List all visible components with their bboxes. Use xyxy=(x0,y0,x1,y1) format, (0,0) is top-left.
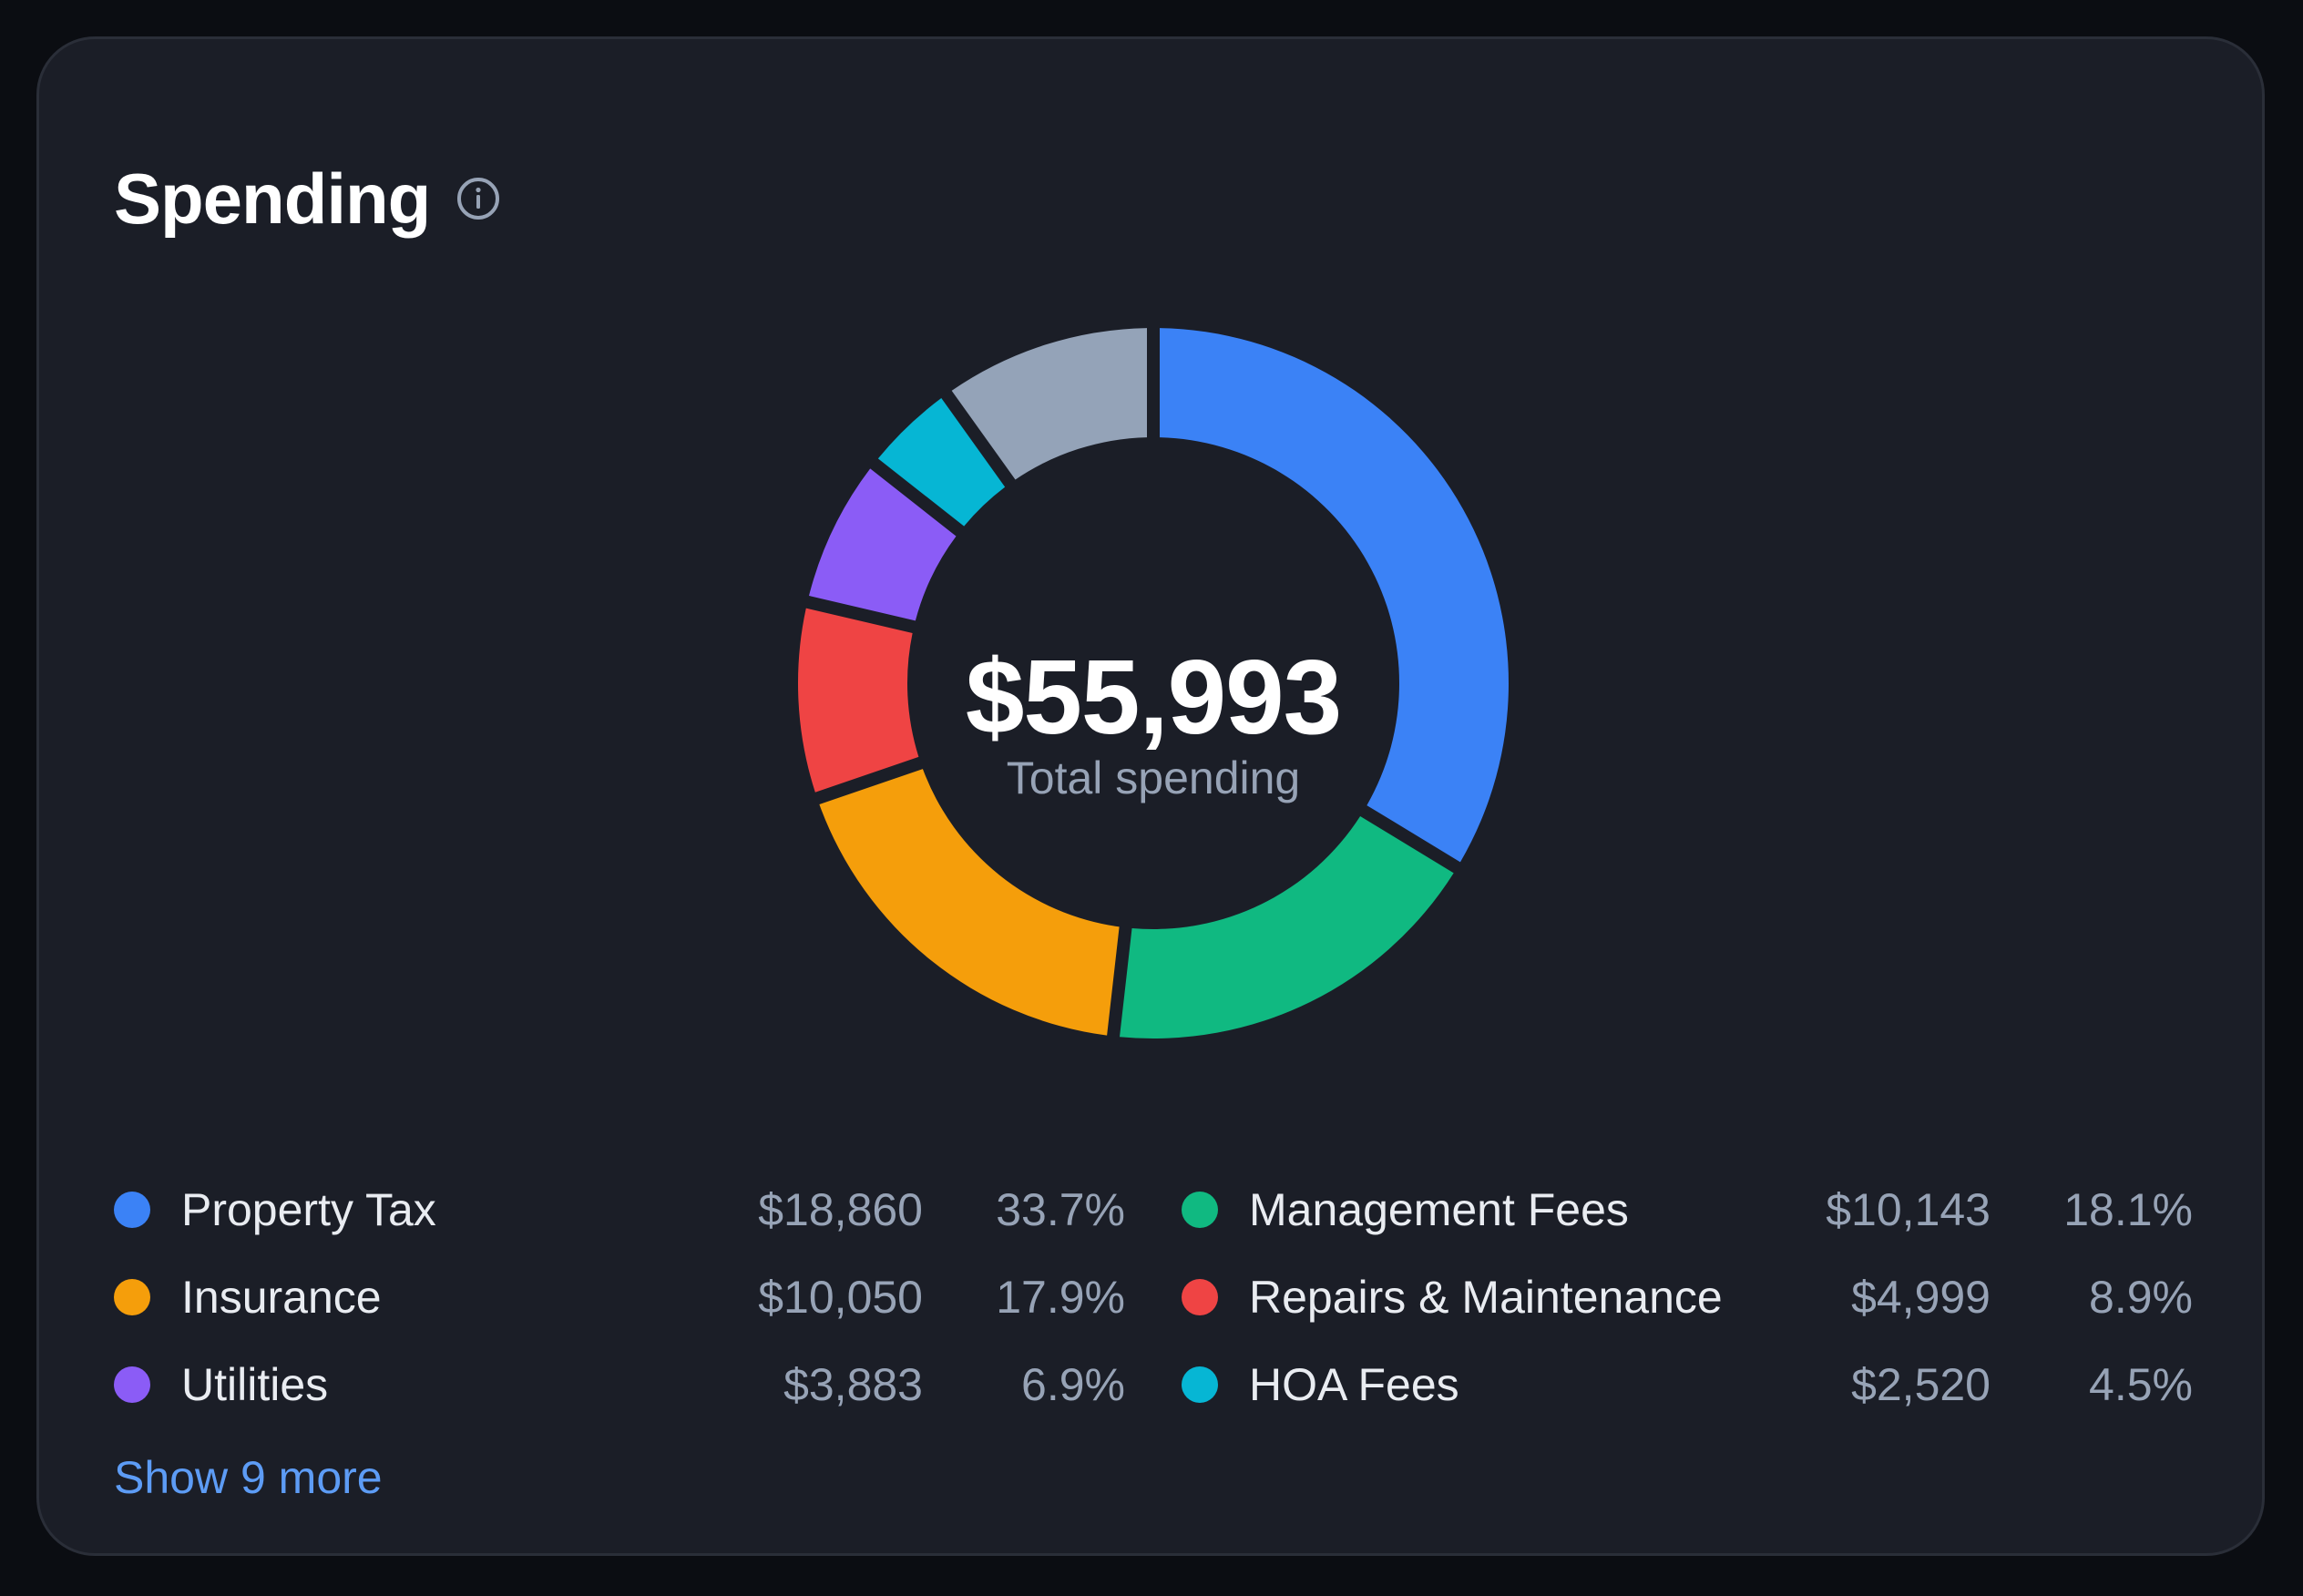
donut-chart: $55,993 Total spending xyxy=(39,39,2267,1559)
legend-percent: 17.9% xyxy=(996,1272,1125,1323)
legend-percent: 4.5% xyxy=(2089,1359,2193,1410)
legend-item-hoa-fees[interactable]: HOA Fees $2,520 4.5% xyxy=(1182,1341,2193,1428)
legend-row: Property Tax $18,860 33.7% Management Fe… xyxy=(114,1166,2193,1253)
legend-dot xyxy=(1182,1366,1218,1403)
legend-amount: $3,883 xyxy=(783,1359,923,1410)
donut-slice-hoa-fees[interactable] xyxy=(877,398,1006,527)
show-more-link[interactable]: Show 9 more xyxy=(114,1452,383,1503)
legend-percent: 18.1% xyxy=(2063,1184,2193,1235)
legend-item-utilities[interactable]: Utilities $3,883 6.9% xyxy=(114,1341,1125,1428)
legend-name: Property Tax xyxy=(181,1184,436,1235)
total-spending-label: Total spending xyxy=(1006,752,1301,803)
donut-chart-svg xyxy=(798,328,1509,1038)
donut-slice-repairs-maintenance[interactable] xyxy=(798,608,919,793)
spending-card: Spending $55,993 Total spending Property… xyxy=(36,36,2265,1556)
legend-percent: 33.7% xyxy=(996,1184,1125,1235)
legend-name: Insurance xyxy=(181,1272,382,1323)
legend-item-property-tax[interactable]: Property Tax $18,860 33.7% xyxy=(114,1166,1125,1253)
legend: Property Tax $18,860 33.7% Management Fe… xyxy=(114,1166,2193,1428)
legend-amount: $10,050 xyxy=(758,1272,923,1323)
legend-dot xyxy=(114,1279,150,1315)
legend-dot xyxy=(1182,1192,1218,1228)
donut-slice-property-tax[interactable] xyxy=(1159,328,1509,863)
legend-row: Insurance $10,050 17.9% Repairs & Mainte… xyxy=(114,1253,2193,1341)
donut-slice-utilities[interactable] xyxy=(809,468,957,621)
donut-slice-other[interactable] xyxy=(951,328,1148,480)
legend-amount: $4,999 xyxy=(1851,1272,1991,1323)
legend-dot xyxy=(114,1192,150,1228)
donut-slice-insurance[interactable] xyxy=(819,769,1120,1036)
legend-row: Utilities $3,883 6.9% HOA Fees $2,520 4.… xyxy=(114,1341,2193,1428)
card-header: Spending xyxy=(114,148,501,249)
legend-percent: 8.9% xyxy=(2089,1272,2193,1323)
legend-amount: $10,143 xyxy=(1826,1184,1991,1235)
total-spending-value: $55,993 xyxy=(965,638,1342,756)
legend-item-management-fees[interactable]: Management Fees $10,143 18.1% xyxy=(1182,1166,2193,1253)
legend-item-insurance[interactable]: Insurance $10,050 17.9% xyxy=(114,1253,1125,1341)
info-circle-icon[interactable] xyxy=(455,176,501,221)
legend-percent: 6.9% xyxy=(1021,1359,1125,1410)
legend-name: Management Fees xyxy=(1249,1184,1629,1235)
legend-dot xyxy=(114,1366,150,1403)
legend-name: Repairs & Maintenance xyxy=(1249,1272,1723,1323)
donut-slice-management-fees[interactable] xyxy=(1120,816,1454,1038)
legend-amount: $18,860 xyxy=(758,1184,923,1235)
legend-amount: $2,520 xyxy=(1851,1359,1991,1410)
legend-item-repairs-maintenance[interactable]: Repairs & Maintenance $4,999 8.9% xyxy=(1182,1253,2193,1341)
legend-name: Utilities xyxy=(181,1359,329,1410)
card-title: Spending xyxy=(114,158,431,239)
legend-name: HOA Fees xyxy=(1249,1359,1459,1410)
legend-dot xyxy=(1182,1279,1218,1315)
